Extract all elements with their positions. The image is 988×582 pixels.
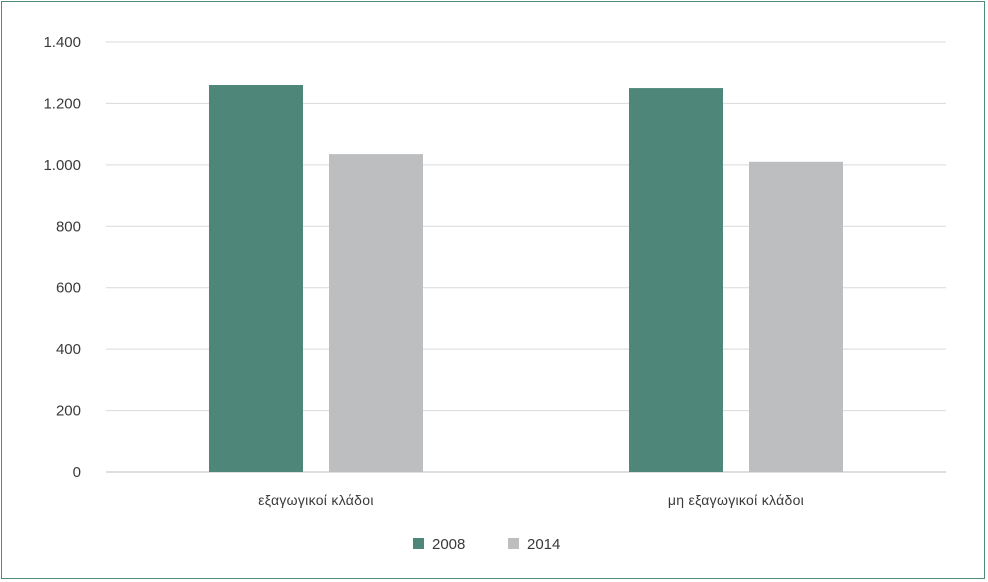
legend-label-2008: 2008 [432, 536, 465, 553]
y-tick-label: 1.000 [43, 157, 81, 174]
y-tick-label: 0 [73, 464, 81, 481]
y-tick-label: 1.400 [43, 34, 81, 51]
x-axis-ticks: εξαγωγικοί κλάδοι μη εξαγωγικοί κλάδοι [258, 492, 804, 508]
legend-swatch-2008 [413, 538, 424, 549]
bars [209, 85, 843, 473]
bar-2008-1 [629, 88, 723, 473]
legend: 2008 2014 [413, 536, 560, 553]
y-tick-label: 1.200 [43, 95, 81, 112]
y-tick-label: 800 [56, 218, 81, 235]
legend-swatch-2014 [508, 538, 519, 549]
y-axis-ticks: 0 200 400 600 800 1.000 1.200 1.400 [43, 34, 81, 481]
x-tick-label: εξαγωγικοί κλάδοι [258, 492, 374, 508]
y-tick-label: 200 [56, 403, 81, 420]
bar-2014-1 [749, 161, 843, 473]
y-tick-label: 600 [56, 280, 81, 297]
x-tick-label: μη εξαγωγικοί κλάδοι [668, 492, 804, 508]
y-tick-label: 400 [56, 341, 81, 358]
bar-2008-0 [209, 85, 303, 472]
legend-label-2014: 2014 [527, 536, 560, 553]
bar-2014-0 [329, 154, 423, 472]
